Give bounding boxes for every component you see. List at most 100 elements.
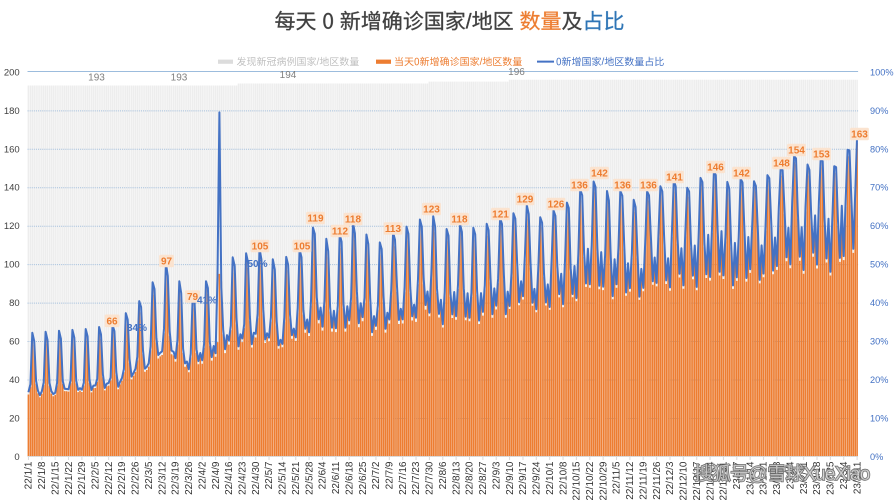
svg-text:23/1/21: 23/1/21 bbox=[759, 461, 770, 495]
svg-text:22/7/23: 22/7/23 bbox=[411, 461, 422, 495]
svg-text:/: / bbox=[466, 11, 472, 34]
svg-text:146: 146 bbox=[707, 163, 724, 174]
svg-text:90%: 90% bbox=[870, 106, 888, 116]
svg-text:22/7/2: 22/7/2 bbox=[371, 461, 382, 489]
svg-text:20: 20 bbox=[9, 413, 20, 424]
svg-text:136: 136 bbox=[640, 181, 657, 192]
svg-text:22/4/23: 22/4/23 bbox=[237, 461, 248, 495]
svg-text:22/11/19: 22/11/19 bbox=[638, 461, 649, 500]
svg-text:50%: 50% bbox=[870, 260, 888, 270]
svg-text:22/1/22: 22/1/22 bbox=[64, 461, 75, 495]
svg-text:79: 79 bbox=[187, 292, 199, 303]
svg-text:140: 140 bbox=[4, 183, 20, 194]
svg-text:22/9/24: 22/9/24 bbox=[532, 461, 543, 495]
svg-text:22/5/7: 22/5/7 bbox=[264, 461, 275, 489]
svg-text:180: 180 bbox=[4, 106, 20, 117]
svg-text:22/4/9: 22/4/9 bbox=[211, 461, 222, 489]
svg-text:22/11/26: 22/11/26 bbox=[652, 461, 663, 500]
svg-text:22/4/16: 22/4/16 bbox=[224, 461, 235, 495]
svg-text:22/10/8: 22/10/8 bbox=[558, 461, 569, 495]
svg-text:196: 196 bbox=[508, 67, 525, 78]
svg-text:22/8/27: 22/8/27 bbox=[478, 461, 489, 495]
svg-text:129: 129 bbox=[517, 195, 534, 206]
svg-text:22/5/14: 22/5/14 bbox=[278, 461, 289, 495]
svg-text:23/3/11: 23/3/11 bbox=[852, 461, 863, 494]
svg-text:30%: 30% bbox=[870, 337, 888, 347]
svg-text:160: 160 bbox=[4, 144, 20, 155]
svg-text:200: 200 bbox=[4, 67, 20, 78]
svg-text:22/3/5: 22/3/5 bbox=[144, 461, 155, 489]
svg-text:@: @ bbox=[748, 464, 767, 485]
svg-text:105: 105 bbox=[252, 242, 269, 253]
svg-text:154: 154 bbox=[788, 146, 805, 157]
svg-text:22/1/8: 22/1/8 bbox=[37, 461, 48, 489]
svg-text:22/7/30: 22/7/30 bbox=[425, 461, 436, 495]
svg-text:142: 142 bbox=[733, 169, 750, 180]
svg-text:41%: 41% bbox=[197, 296, 217, 307]
svg-text:22/2/12: 22/2/12 bbox=[104, 461, 115, 495]
svg-text:23/2/4: 23/2/4 bbox=[785, 461, 796, 489]
svg-text:194: 194 bbox=[280, 70, 297, 81]
svg-text:XueXiao: XueXiao bbox=[803, 464, 869, 485]
svg-text:22/11/12: 22/11/12 bbox=[625, 461, 636, 500]
svg-text:23/2/11: 23/2/11 bbox=[799, 461, 810, 494]
svg-text:22/6/4: 22/6/4 bbox=[318, 461, 329, 489]
svg-text:120: 120 bbox=[4, 221, 20, 232]
svg-text:118: 118 bbox=[451, 215, 468, 226]
svg-text:22/4/2: 22/4/2 bbox=[197, 461, 208, 489]
svg-text:22/6/18: 22/6/18 bbox=[344, 461, 355, 495]
svg-text:22/8/20: 22/8/20 bbox=[465, 461, 476, 495]
svg-text:22/6/11: 22/6/11 bbox=[331, 461, 342, 494]
svg-text:22/7/9: 22/7/9 bbox=[385, 461, 396, 489]
svg-text:/: / bbox=[602, 57, 605, 68]
svg-text:40%: 40% bbox=[870, 298, 888, 308]
svg-text:22/11/5: 22/11/5 bbox=[612, 461, 623, 494]
svg-text:22/5/21: 22/5/21 bbox=[291, 461, 302, 495]
svg-text:60%: 60% bbox=[870, 221, 888, 231]
svg-text:22/1/15: 22/1/15 bbox=[50, 461, 61, 495]
svg-text:148: 148 bbox=[773, 159, 790, 170]
svg-text:22/3/19: 22/3/19 bbox=[171, 461, 182, 495]
svg-text:22/2/5: 22/2/5 bbox=[90, 461, 101, 489]
svg-text:20%: 20% bbox=[870, 375, 888, 385]
svg-text:22/9/10: 22/9/10 bbox=[505, 461, 516, 495]
svg-text:22/2/26: 22/2/26 bbox=[131, 461, 142, 495]
svg-text:22/2/19: 22/2/19 bbox=[117, 461, 128, 495]
svg-text:105: 105 bbox=[294, 242, 311, 253]
svg-text:22/4/30: 22/4/30 bbox=[251, 461, 262, 495]
svg-text:23/3/4: 23/3/4 bbox=[839, 461, 850, 489]
svg-text:23/2/18: 23/2/18 bbox=[812, 461, 823, 495]
svg-text:10%: 10% bbox=[870, 413, 888, 423]
svg-text:112: 112 bbox=[332, 227, 349, 238]
svg-text:34%: 34% bbox=[127, 323, 147, 334]
svg-text:50%: 50% bbox=[247, 259, 267, 270]
svg-text:22/1/1: 22/1/1 bbox=[24, 461, 35, 489]
svg-text:22/10/22: 22/10/22 bbox=[585, 461, 596, 500]
svg-text:0: 0 bbox=[14, 452, 19, 463]
svg-text:22/9/3: 22/9/3 bbox=[491, 461, 502, 489]
svg-text:22/1/29: 22/1/29 bbox=[77, 461, 88, 495]
svg-text:22/3/12: 22/3/12 bbox=[157, 461, 168, 495]
svg-text:22/8/13: 22/8/13 bbox=[451, 461, 462, 495]
svg-text:23/2/25: 23/2/25 bbox=[826, 461, 837, 495]
svg-text:80%: 80% bbox=[870, 144, 888, 154]
svg-text:60: 60 bbox=[9, 337, 20, 348]
svg-text:23/1/14: 23/1/14 bbox=[745, 461, 756, 495]
svg-text:118: 118 bbox=[345, 215, 362, 226]
svg-text:123: 123 bbox=[423, 205, 440, 216]
svg-text:22/8/6: 22/8/6 bbox=[438, 461, 449, 489]
svg-text:80: 80 bbox=[9, 298, 20, 309]
svg-text:153: 153 bbox=[813, 150, 830, 161]
svg-text:22/12/3: 22/12/3 bbox=[665, 461, 676, 495]
svg-text:22/5/28: 22/5/28 bbox=[304, 461, 315, 495]
svg-text:136: 136 bbox=[571, 181, 588, 192]
svg-text:163: 163 bbox=[851, 130, 868, 141]
svg-text:136: 136 bbox=[614, 181, 631, 192]
svg-text:40: 40 bbox=[9, 375, 20, 386]
svg-text:22/6/25: 22/6/25 bbox=[358, 461, 369, 495]
svg-text:22/10/15: 22/10/15 bbox=[572, 461, 583, 500]
svg-text:70%: 70% bbox=[870, 183, 888, 193]
svg-text:126: 126 bbox=[548, 200, 565, 211]
svg-text:142: 142 bbox=[591, 169, 608, 180]
svg-text:66: 66 bbox=[106, 316, 118, 327]
